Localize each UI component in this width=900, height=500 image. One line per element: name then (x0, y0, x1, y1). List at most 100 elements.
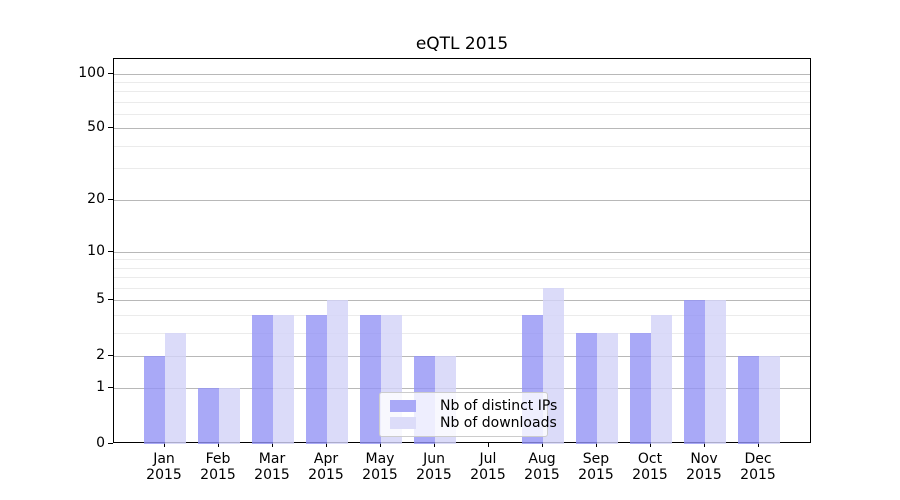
x-axis-tick-label: Mar 2015 (245, 451, 299, 483)
y-axis-tick (108, 443, 113, 444)
gridline-minor (114, 81, 810, 83)
bar-downloads-sep (597, 332, 618, 444)
x-axis-tick-label: Nov 2015 (677, 451, 731, 483)
month-label: Sep (582, 451, 610, 467)
year-label: 2015 (686, 467, 722, 483)
y-axis-tick (108, 198, 113, 200)
y-axis-tick-label: 50 (87, 119, 105, 136)
year-label: 2015 (740, 467, 776, 483)
legend-swatch-downloads (390, 416, 416, 429)
year-label: 2015 (470, 467, 506, 483)
legend-row-downloads: Nb of downloads (388, 415, 557, 431)
month-label: Feb (205, 451, 231, 467)
gridline-major (114, 199, 810, 201)
x-axis-tick (326, 443, 327, 447)
year-label: 2015 (362, 467, 398, 483)
x-axis-tick-label: Sep 2015 (569, 451, 623, 483)
bar-downloads-apr (327, 300, 348, 444)
x-axis-tick-label: Oct 2015 (623, 451, 677, 483)
y-axis-tick (108, 387, 113, 389)
month-label: Nov (690, 451, 718, 467)
legend-swatch-distinct-ips (390, 400, 416, 413)
month-label: Jan (153, 451, 175, 467)
bar-downloads-jan (165, 332, 186, 444)
bar-downloads-feb (219, 388, 240, 444)
legend-label-downloads: Nb of downloads (440, 414, 557, 431)
plot-area (113, 58, 811, 444)
y-axis-tick-label: 100 (78, 64, 105, 81)
bar-distinct-ips-nov (684, 300, 705, 444)
x-axis-tick-label: Jul 2015 (461, 451, 515, 483)
x-axis-tick-label: May 2015 (353, 451, 407, 483)
month-label: Oct (637, 451, 663, 467)
bar-downloads-oct (651, 314, 672, 444)
y-axis-tick (108, 299, 113, 301)
x-axis-tick (596, 443, 597, 447)
month-label: May (365, 451, 395, 467)
bar-distinct-ips-jan (144, 355, 165, 444)
y-axis-tick-label: 2 (96, 346, 105, 363)
gridline-major (114, 355, 810, 357)
y-axis-tick-label: 0 (96, 435, 105, 451)
y-axis-tick-label: 1 (96, 379, 105, 396)
y-axis-tick (108, 72, 113, 74)
chart-title: eQTL 2015 (415, 34, 509, 54)
year-label: 2015 (254, 467, 290, 483)
gridline-major (114, 73, 810, 75)
month-label: Aug (528, 451, 556, 467)
bar-distinct-ips-dec (738, 355, 759, 444)
bar-distinct-ips-mar (252, 314, 273, 444)
month-label: Dec (744, 451, 772, 467)
gridline-minor (114, 277, 810, 279)
year-label: 2015 (308, 467, 344, 483)
year-label: 2015 (632, 467, 668, 483)
y-axis-tick (108, 354, 113, 356)
y-axis-tick-label: 10 (87, 242, 105, 259)
x-axis-tick-label: Apr 2015 (299, 451, 353, 483)
x-axis-tick (434, 443, 435, 447)
gridline-minor (114, 101, 810, 103)
bar-downloads-aug (543, 287, 564, 444)
year-label: 2015 (416, 467, 452, 483)
bar-downloads-mar (273, 314, 294, 444)
gridline-minor (114, 168, 810, 170)
bar-downloads-nov (705, 300, 726, 444)
gridline-minor (114, 267, 810, 269)
gridline-minor (114, 287, 810, 289)
legend-label-distinct-ips: Nb of distinct IPs (440, 398, 558, 415)
gridline-minor (114, 259, 810, 261)
month-label: Jul (479, 451, 497, 467)
year-label: 2015 (200, 467, 236, 483)
year-label: 2015 (146, 467, 182, 483)
bar-distinct-ips-oct (630, 332, 651, 444)
x-axis-tick-label: Aug 2015 (515, 451, 569, 483)
year-label: 2015 (578, 467, 614, 483)
bar-downloads-dec (759, 355, 780, 444)
month-label: Mar (258, 451, 286, 467)
gridline-minor (114, 314, 810, 316)
x-axis-tick-label: Feb 2015 (191, 451, 245, 483)
y-axis-tick-label: 5 (96, 291, 105, 308)
x-axis-tick (542, 443, 543, 447)
legend-row-distinct-ips: Nb of distinct IPs (388, 398, 557, 414)
x-axis-tick (650, 443, 651, 447)
gridline-minor (114, 332, 810, 334)
x-axis-tick (488, 443, 489, 447)
gridline-minor (114, 91, 810, 93)
y-axis-tick-label: 20 (87, 190, 105, 207)
gridline-major (114, 251, 810, 253)
x-axis-tick (272, 443, 273, 447)
x-axis-tick (704, 443, 705, 447)
legend: Nb of distinct IPs Nb of downloads (379, 392, 557, 437)
gridline-minor (114, 145, 810, 147)
x-axis-tick-label: Jun 2015 (407, 451, 461, 483)
bar-distinct-ips-sep (576, 332, 597, 444)
y-axis-tick (108, 127, 113, 129)
bar-distinct-ips-apr (306, 314, 327, 444)
gridline-minor (114, 114, 810, 115)
month-label: Jun (423, 451, 445, 467)
gridline-major (114, 128, 810, 130)
year-label: 2015 (524, 467, 560, 483)
x-axis-tick (164, 443, 165, 447)
